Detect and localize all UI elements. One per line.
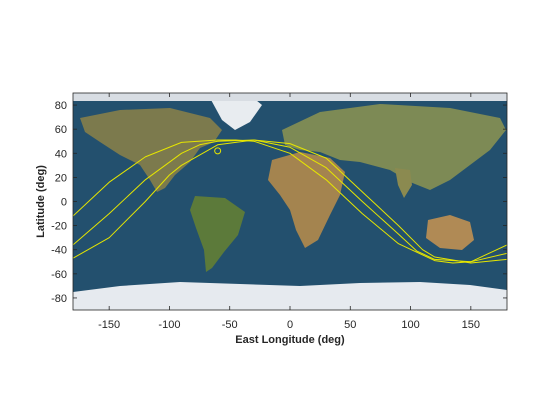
south-america-landmass (190, 196, 245, 272)
ground-track-line-1 (73, 139, 507, 264)
y-tick-label: 60 (55, 124, 67, 136)
x-tick-label: 0 (287, 319, 293, 331)
greenland-landmass (210, 95, 262, 130)
y-tick-label: 80 (55, 100, 67, 112)
ground-track-line-2 (73, 139, 507, 263)
x-tick-label: 100 (401, 319, 419, 331)
south-asia-landmass (395, 168, 412, 198)
y-tick-label: 0 (61, 197, 67, 209)
eurasia-landmass (282, 104, 506, 190)
x-tick-label: -150 (98, 319, 120, 331)
y-tick-label: -20 (51, 221, 67, 233)
australia-landmass (426, 215, 474, 250)
antarctica-landmass (73, 282, 507, 310)
y-tick-label: -60 (51, 269, 67, 281)
y-tick-label: 20 (55, 172, 67, 184)
north-america-landmass (80, 108, 222, 192)
x-tick-label: 150 (462, 319, 480, 331)
x-tick-label: -50 (222, 319, 238, 331)
x-axis-ticks: -150 -100 -50 0 50 100 150 (98, 93, 480, 331)
ground-track-line-3 (73, 139, 507, 264)
world-map-background (73, 93, 507, 310)
y-tick-label: 40 (55, 148, 67, 160)
y-tick-label: -80 (51, 293, 67, 305)
x-tick-label: -100 (158, 319, 180, 331)
marker-layer (214, 147, 222, 155)
y-axis-label: Latitude (deg) (35, 165, 47, 238)
ground-station-marker-1 (214, 147, 222, 155)
series-layer (73, 139, 507, 264)
y-tick-label: -40 (51, 245, 67, 257)
y-axis-ticks: -80 -60 -40 -20 0 20 40 60 80 (51, 100, 507, 305)
x-tick-label: 50 (344, 319, 356, 331)
africa-landmass (268, 152, 345, 248)
x-axis-label: East Longitude (deg) (235, 334, 345, 346)
